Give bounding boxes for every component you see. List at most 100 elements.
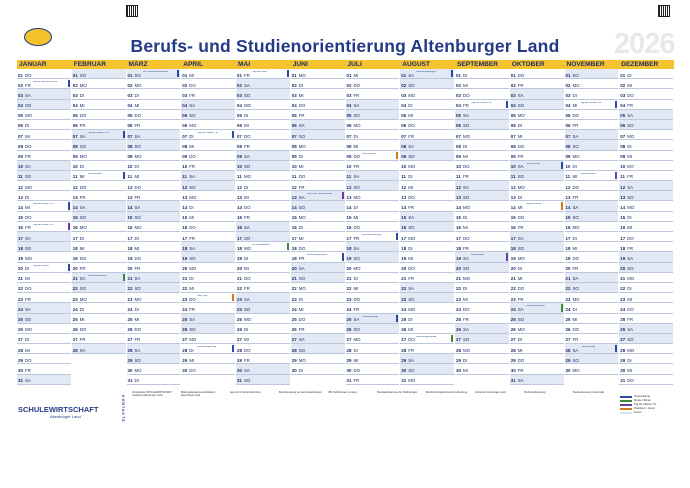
day-number: 19 [565, 255, 571, 261]
legend-swatch [620, 408, 632, 410]
day-cell: 08 DO [17, 140, 71, 151]
day-number: 22 [456, 286, 461, 292]
day-cell: 01 FR Tag der Arbeit [236, 69, 290, 80]
day-cell: 07 SO [290, 130, 345, 141]
weekday-label: SA [353, 317, 360, 322]
day-cell: 04 DO [290, 100, 345, 110]
day-cell: 29 DO [17, 354, 71, 365]
day-cell: 14 SA [126, 201, 181, 212]
weekday-label: MO [463, 276, 471, 282]
weekday-label: MO [134, 225, 142, 231]
weekday-label: SO [353, 113, 360, 119]
day-number: 09 [565, 154, 571, 159]
day-cell: 18 DI [400, 242, 454, 253]
day-number: 08 [456, 143, 461, 149]
day-number: 18 [291, 245, 297, 251]
weekday-label: FR [353, 306, 360, 312]
weekday-label: SA [463, 255, 469, 261]
weekday-label: MI [244, 194, 249, 200]
day-number: 26 [401, 327, 407, 333]
weekday-label: SA [408, 357, 415, 363]
day-number: 27 [510, 337, 516, 343]
day-cell: 31 SA [17, 374, 71, 385]
day-cell: 15 MI [345, 212, 400, 222]
day-number: 19 [456, 255, 461, 261]
event-color-bar [560, 161, 563, 169]
weekday-label: MO [627, 347, 635, 353]
day-number: 10 [565, 164, 571, 170]
day-number: 08 [182, 143, 188, 149]
month-header-5: MAI [238, 61, 251, 68]
day-cell: 29 DI [619, 354, 673, 365]
weekday-label: DO [189, 82, 196, 88]
event-label: Fachkräftemesse [87, 274, 107, 277]
day-number: 31 [401, 378, 407, 384]
day-cell: 05 DO [71, 110, 126, 120]
day-cell: 20 FR [564, 263, 619, 273]
day-cell: 16 SO [400, 221, 454, 232]
weekday-label: DI [517, 337, 523, 343]
weekday-label: DO [25, 143, 32, 149]
day-cell: 17 DO [619, 232, 673, 243]
day-cell: 16 DI [290, 222, 345, 232]
day-cell: 17 FR [181, 232, 235, 243]
weekday-label: FR [244, 143, 250, 149]
day-cell: 03 DO [455, 89, 509, 100]
day-cell: 13 DO [400, 191, 454, 202]
event-label: Tag der offenen Tür [471, 101, 492, 104]
day-number: 12 [456, 184, 461, 190]
day-cell: 05 FR [290, 110, 345, 120]
day-cell: 06 MO [181, 120, 235, 131]
weekday-label: MI [408, 184, 414, 190]
day-number: 19 [18, 255, 23, 261]
day-number: 23 [456, 296, 461, 302]
day-number: 25 [620, 317, 626, 322]
day-cell: 14 MI Tag der offenen Tür [17, 201, 71, 212]
day-number: 26 [456, 327, 461, 333]
day-cell: 08 DO [509, 140, 564, 151]
contact-block: IHK Ostthüringen zu Gera [328, 391, 357, 394]
weekday-label: DO [627, 378, 634, 384]
day-number: 17 [18, 235, 23, 241]
day-number: 08 [127, 143, 133, 149]
weekday-label: DO [79, 327, 87, 333]
day-cell: 10 DO [619, 161, 673, 171]
weekday-label: FR [517, 296, 524, 302]
weekday-label: MO [244, 317, 252, 322]
day-cell: 16 MO [71, 222, 126, 232]
day-cell: 01 SA Ausbildungsbeginn [400, 69, 454, 80]
day-cell: 22 FR [236, 283, 290, 294]
weekday-label: SA [134, 133, 141, 139]
day-cell: 16 SA [236, 221, 290, 232]
day-number: 10 [456, 164, 461, 170]
event-label: Schülerpraktikum [252, 244, 271, 247]
day-cell: 03 MO [400, 89, 454, 100]
day-number: 26 [565, 327, 571, 333]
weekday-label: FR [298, 327, 305, 333]
day-number: 27 [401, 337, 407, 343]
weekday-label: MI [25, 133, 30, 139]
day-cell: 24 DO [455, 303, 509, 314]
day-number: 12 [18, 184, 23, 190]
day-number: 03 [72, 92, 78, 98]
weekday-label: SO [463, 266, 470, 272]
day-number: 19 [510, 255, 516, 261]
contact-block: Agentur für Arbeit Altenburg [230, 391, 261, 394]
weekday-label: SO [353, 327, 360, 333]
day-number: 01 [72, 72, 78, 78]
day-cell: 21 MI [509, 273, 564, 283]
weekday-label: DO [408, 266, 415, 272]
day-number: 14 [182, 204, 188, 210]
day-cell: 22 MI [181, 283, 235, 294]
weekday-label: SO [189, 255, 196, 261]
day-number: 30 [127, 367, 133, 373]
weekday-label: DO [298, 103, 306, 109]
month-column-4: 01 MI 02 DO 03 FR 04 SA 05 SO 06 MO 07 DI Tag der offe… [181, 69, 235, 375]
weekday-label: DI [189, 204, 194, 210]
day-cell: 12 SO [345, 181, 400, 192]
day-number: 24 [565, 306, 571, 312]
weekday-label: SO [517, 317, 525, 322]
day-cell: 17 DI [564, 232, 619, 243]
page-title: Berufs- und Studienorientierung Altenbur… [130, 36, 560, 56]
day-cell: 30 SO [400, 364, 454, 375]
